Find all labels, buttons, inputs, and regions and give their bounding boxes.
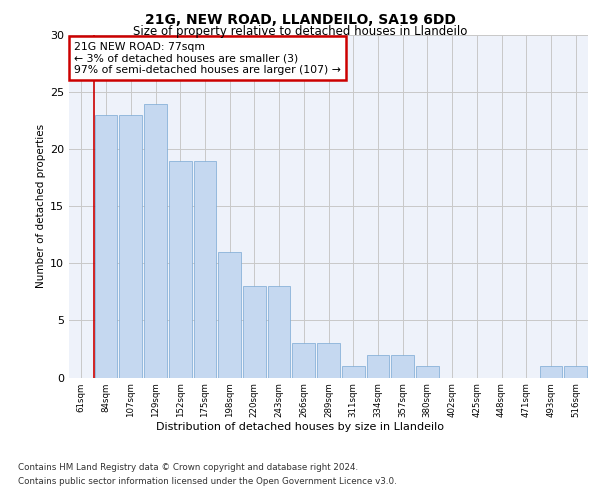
Bar xyxy=(564,366,587,378)
Y-axis label: Number of detached properties: Number of detached properties xyxy=(36,124,46,288)
Bar xyxy=(169,160,191,378)
Bar xyxy=(342,366,365,378)
Bar xyxy=(391,354,414,378)
Text: Contains HM Land Registry data © Crown copyright and database right 2024.: Contains HM Land Registry data © Crown c… xyxy=(18,462,358,471)
Text: Size of property relative to detached houses in Llandeilo: Size of property relative to detached ho… xyxy=(133,25,467,38)
Bar xyxy=(416,366,439,378)
Bar xyxy=(218,252,241,378)
Text: 21G NEW ROAD: 77sqm
← 3% of detached houses are smaller (3)
97% of semi-detached: 21G NEW ROAD: 77sqm ← 3% of detached hou… xyxy=(74,42,341,75)
Bar xyxy=(317,343,340,378)
Bar xyxy=(95,115,118,378)
Bar xyxy=(539,366,562,378)
Text: Contains public sector information licensed under the Open Government Licence v3: Contains public sector information licen… xyxy=(18,478,397,486)
Bar xyxy=(194,160,216,378)
Bar xyxy=(144,104,167,378)
Text: Distribution of detached houses by size in Llandeilo: Distribution of detached houses by size … xyxy=(156,422,444,432)
Bar xyxy=(367,354,389,378)
Bar xyxy=(268,286,290,378)
Bar xyxy=(119,115,142,378)
Bar xyxy=(243,286,266,378)
Text: 21G, NEW ROAD, LLANDEILO, SA19 6DD: 21G, NEW ROAD, LLANDEILO, SA19 6DD xyxy=(145,12,455,26)
Bar xyxy=(292,343,315,378)
